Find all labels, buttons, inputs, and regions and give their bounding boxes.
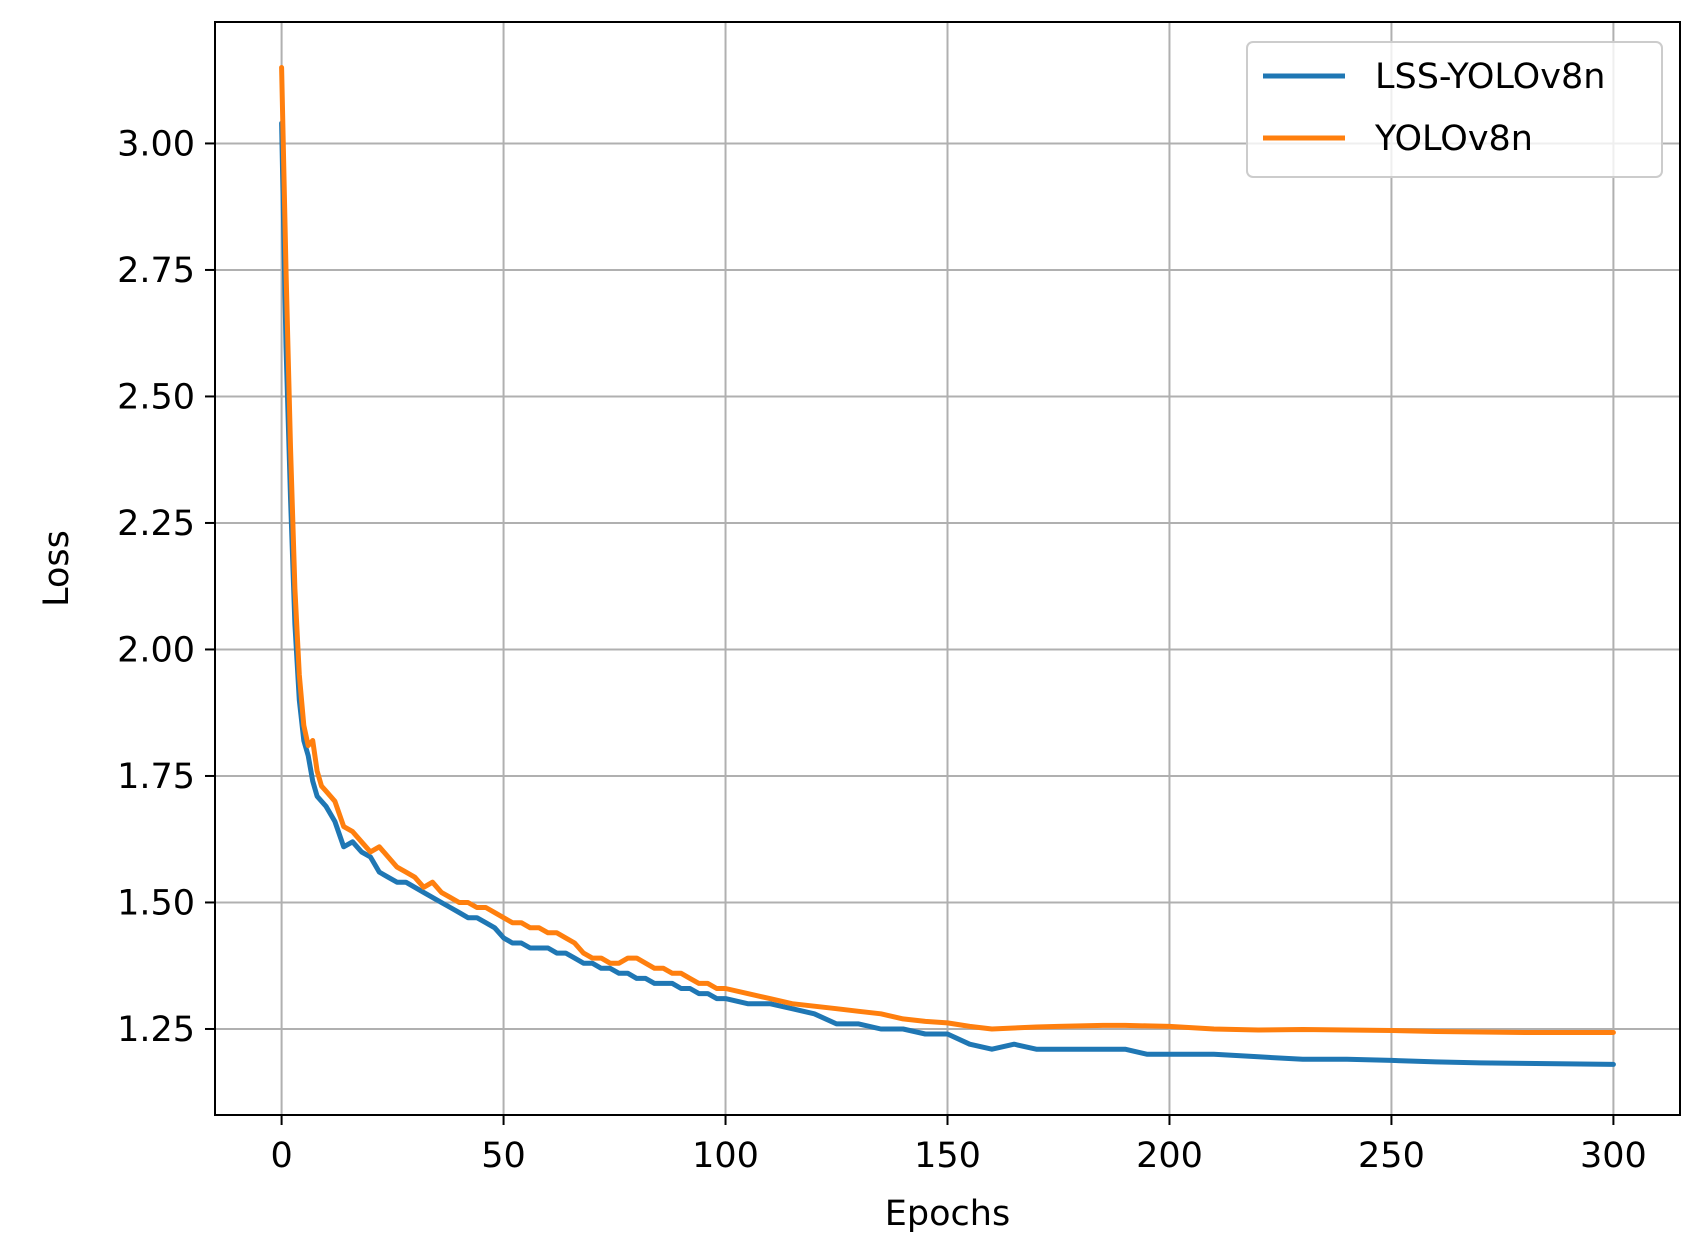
x-tick-label: 100 bbox=[692, 1136, 759, 1176]
legend-label: LSS-YOLOv8n bbox=[1375, 57, 1605, 97]
x-tick-label: 50 bbox=[481, 1136, 526, 1176]
y-tick-label: 2.75 bbox=[117, 251, 195, 291]
x-tick-label: 250 bbox=[1358, 1136, 1425, 1176]
x-tick-label: 150 bbox=[914, 1136, 981, 1176]
legend-label: YOLOv8n bbox=[1374, 119, 1533, 159]
x-tick-label: 300 bbox=[1580, 1136, 1647, 1176]
series-lines bbox=[279, 65, 1616, 1067]
legend-box bbox=[1246, 41, 1663, 178]
y-tick-label: 1.50 bbox=[117, 883, 195, 923]
axis-ticks: 0 50 100 150 200 250 300 1.25 1.50 1.75 2.00 2.25 2.… bbox=[117, 124, 1647, 1176]
series-line-lss-yolov8n bbox=[279, 120, 1616, 1067]
y-tick-label: 1.25 bbox=[117, 1010, 195, 1050]
legend: LSS-YOLOv8n YOLOv8n bbox=[1246, 41, 1663, 178]
x-tick-label: 0 bbox=[270, 1136, 292, 1176]
series-line-yolov8n bbox=[279, 65, 1616, 1035]
x-axis-title: Epochs bbox=[885, 1194, 1010, 1234]
y-tick-label: 3.00 bbox=[117, 124, 195, 164]
y-tick-label: 2.25 bbox=[117, 504, 195, 544]
y-tick-label: 2.00 bbox=[117, 630, 195, 670]
y-tick-label: 2.50 bbox=[117, 377, 195, 417]
y-tick-label: 1.75 bbox=[117, 757, 195, 797]
y-axis-title: Loss bbox=[37, 530, 77, 607]
x-tick-label: 200 bbox=[1136, 1136, 1203, 1176]
